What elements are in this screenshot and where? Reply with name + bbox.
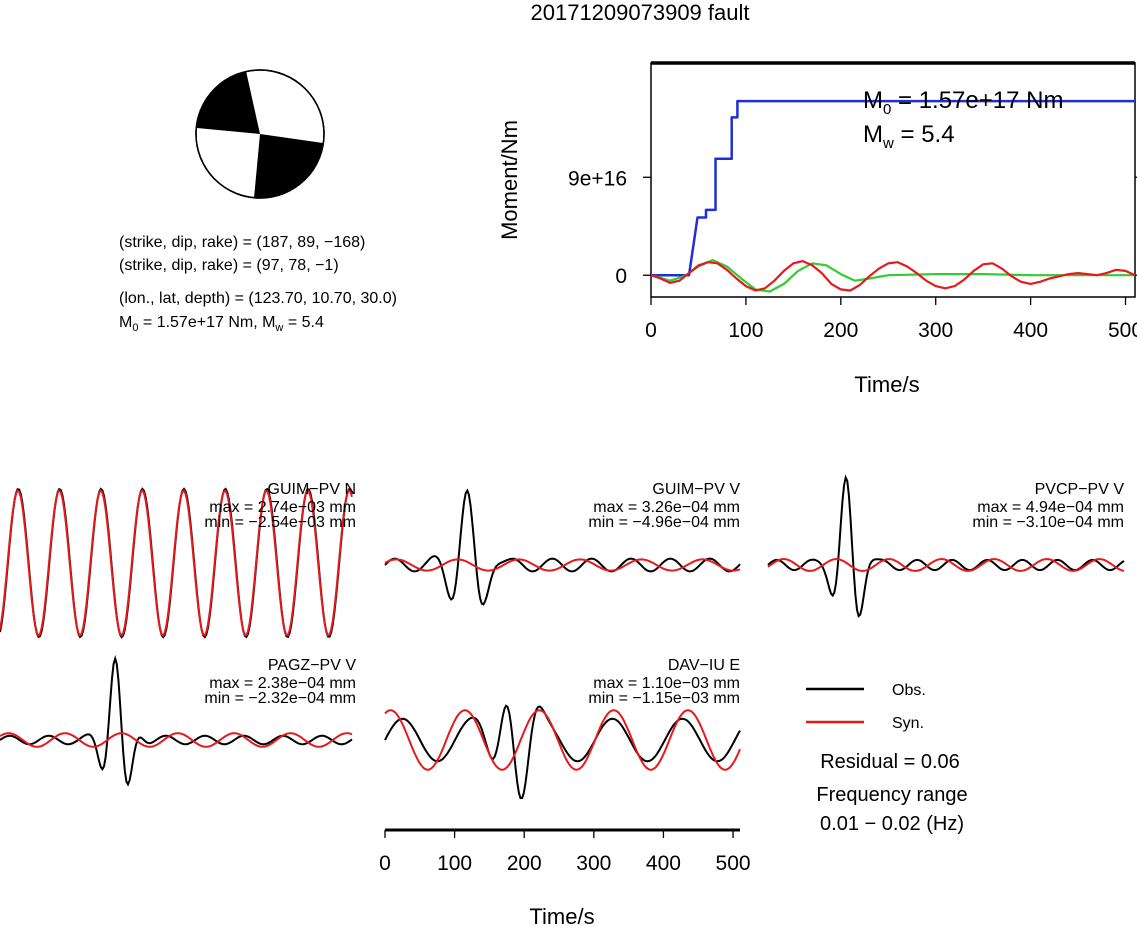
nodal-plane-1: (strike, dip, rake) = (187, 89, −168) bbox=[119, 234, 365, 251]
location-depth: (lon., lat, depth) = (123.70, 10.70, 30.… bbox=[119, 290, 397, 307]
moment-x-tick-label: 500 bbox=[1108, 319, 1137, 342]
station-name: GUIM−PV N bbox=[268, 481, 356, 498]
moment-x-axis: 0 100 200 300 400 500 bbox=[645, 297, 1137, 342]
moment-mw-annotation: Mw = 5.4 bbox=[863, 121, 955, 152]
station-name: DAV−IU E bbox=[668, 657, 740, 674]
beachball bbox=[195, 69, 325, 199]
station-min: min = −4.96e−04 mm bbox=[588, 514, 740, 531]
station-max: max = 2.74e−03 mm bbox=[209, 499, 356, 516]
residual-value: Residual = 0.06 bbox=[820, 751, 960, 773]
station-name: GUIM−PV V bbox=[652, 481, 740, 498]
moment-y-axis-label: Moment/Nm bbox=[497, 120, 522, 240]
synthetic-waveform bbox=[0, 488, 353, 638]
moment-y-tick-label: 0 bbox=[615, 265, 627, 288]
legend: Obs. Syn. Residual = 0.06 Frequency rang… bbox=[806, 682, 968, 835]
legend-syn-label: Syn. bbox=[892, 715, 924, 732]
station-min: min = −2.54e−03 mm bbox=[204, 514, 356, 531]
moment-y-tick-label: 9e+16 bbox=[568, 167, 627, 190]
observed-waveform bbox=[767, 474, 1125, 618]
moment-x-axis-label: Time/s bbox=[854, 372, 919, 397]
waveform-x-tick-label: 100 bbox=[437, 852, 472, 875]
waveform-time-axis-label: Time/s bbox=[529, 904, 594, 927]
nodal-plane-2: (strike, dip, rake) = (97, 78, −1) bbox=[119, 257, 339, 274]
station-min: min = −3.10e−04 mm bbox=[972, 514, 1124, 531]
moment-series-line-2 bbox=[650, 260, 1136, 292]
moment-series bbox=[650, 99, 1136, 293]
moment-x-tick-label: 100 bbox=[728, 319, 763, 342]
beachball-compressional-quadrant bbox=[197, 71, 260, 134]
legend-obs-label: Obs. bbox=[892, 682, 926, 699]
moment-series-line-0 bbox=[651, 99, 1135, 277]
figure-title: 20171209073909 fault bbox=[531, 0, 750, 25]
moment-x-tick-label: 200 bbox=[823, 319, 858, 342]
waveform-time-axis: 0 100 200 300 400 500 bbox=[379, 828, 751, 875]
synthetic-waveform bbox=[384, 558, 741, 572]
observed-waveform bbox=[384, 704, 741, 800]
synthetic-waveform bbox=[0, 732, 353, 748]
synthetic-waveform bbox=[384, 709, 741, 771]
moment-y-axis: 0 9e+16 bbox=[568, 167, 1137, 288]
source-info: (strike, dip, rake) = (187, 89, −168) (s… bbox=[119, 234, 397, 334]
station-max: max = 3.26e−04 mm bbox=[593, 499, 740, 516]
waveform-x-tick-label: 500 bbox=[716, 852, 751, 875]
station-max: max = 4.94e−04 mm bbox=[977, 499, 1124, 516]
station-min: min = −1.15e−03 mm bbox=[588, 690, 740, 707]
moment-x-tick-label: 300 bbox=[918, 319, 953, 342]
synthetic-waveform bbox=[767, 558, 1125, 572]
moment-chart: 0 100 200 300 400 500 0 9e+16 Time/s Moment/Nm… bbox=[497, 61, 1137, 397]
station-max: max = 2.38e−04 mm bbox=[209, 675, 356, 692]
waveform-x-tick-label: 0 bbox=[379, 852, 391, 875]
moment-magnitude-line: M0 = 1.57e+17 Nm, Mw = 5.4 bbox=[119, 314, 324, 334]
beachball-compressional-quadrant bbox=[254, 134, 323, 199]
station-max: max = 1.10e−03 mm bbox=[593, 675, 740, 692]
frequency-range-value: 0.01 − 0.02 (Hz) bbox=[820, 813, 964, 835]
station-name: PVCP−PV V bbox=[1035, 481, 1125, 498]
station-name: PAGZ−PV V bbox=[268, 657, 357, 674]
moment-x-tick-label: 0 bbox=[645, 319, 657, 342]
observed-waveform bbox=[0, 655, 353, 787]
moment-m0-annotation: M0 = 1.57e+17 Nm bbox=[863, 87, 1063, 118]
waveform-x-tick-label: 300 bbox=[576, 852, 611, 875]
waveform-x-tick-label: 400 bbox=[646, 852, 681, 875]
waveform-x-tick-label: 200 bbox=[507, 852, 542, 875]
station-min: min = −2.32e−04 mm bbox=[204, 690, 356, 707]
moment-x-tick-label: 400 bbox=[1013, 319, 1048, 342]
frequency-range-title: Frequency range bbox=[816, 784, 967, 806]
